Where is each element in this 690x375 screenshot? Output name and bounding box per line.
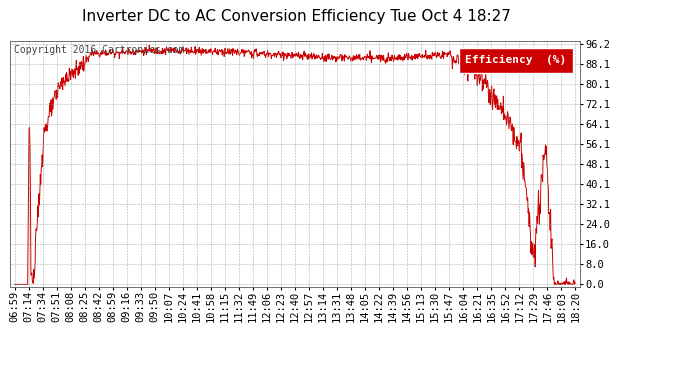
Text: Copyright 2016 Cartronics.com: Copyright 2016 Cartronics.com xyxy=(14,45,184,55)
Text: Inverter DC to AC Conversion Efficiency Tue Oct 4 18:27: Inverter DC to AC Conversion Efficiency … xyxy=(82,9,511,24)
Text: Efficiency  (%): Efficiency (%) xyxy=(465,56,566,65)
